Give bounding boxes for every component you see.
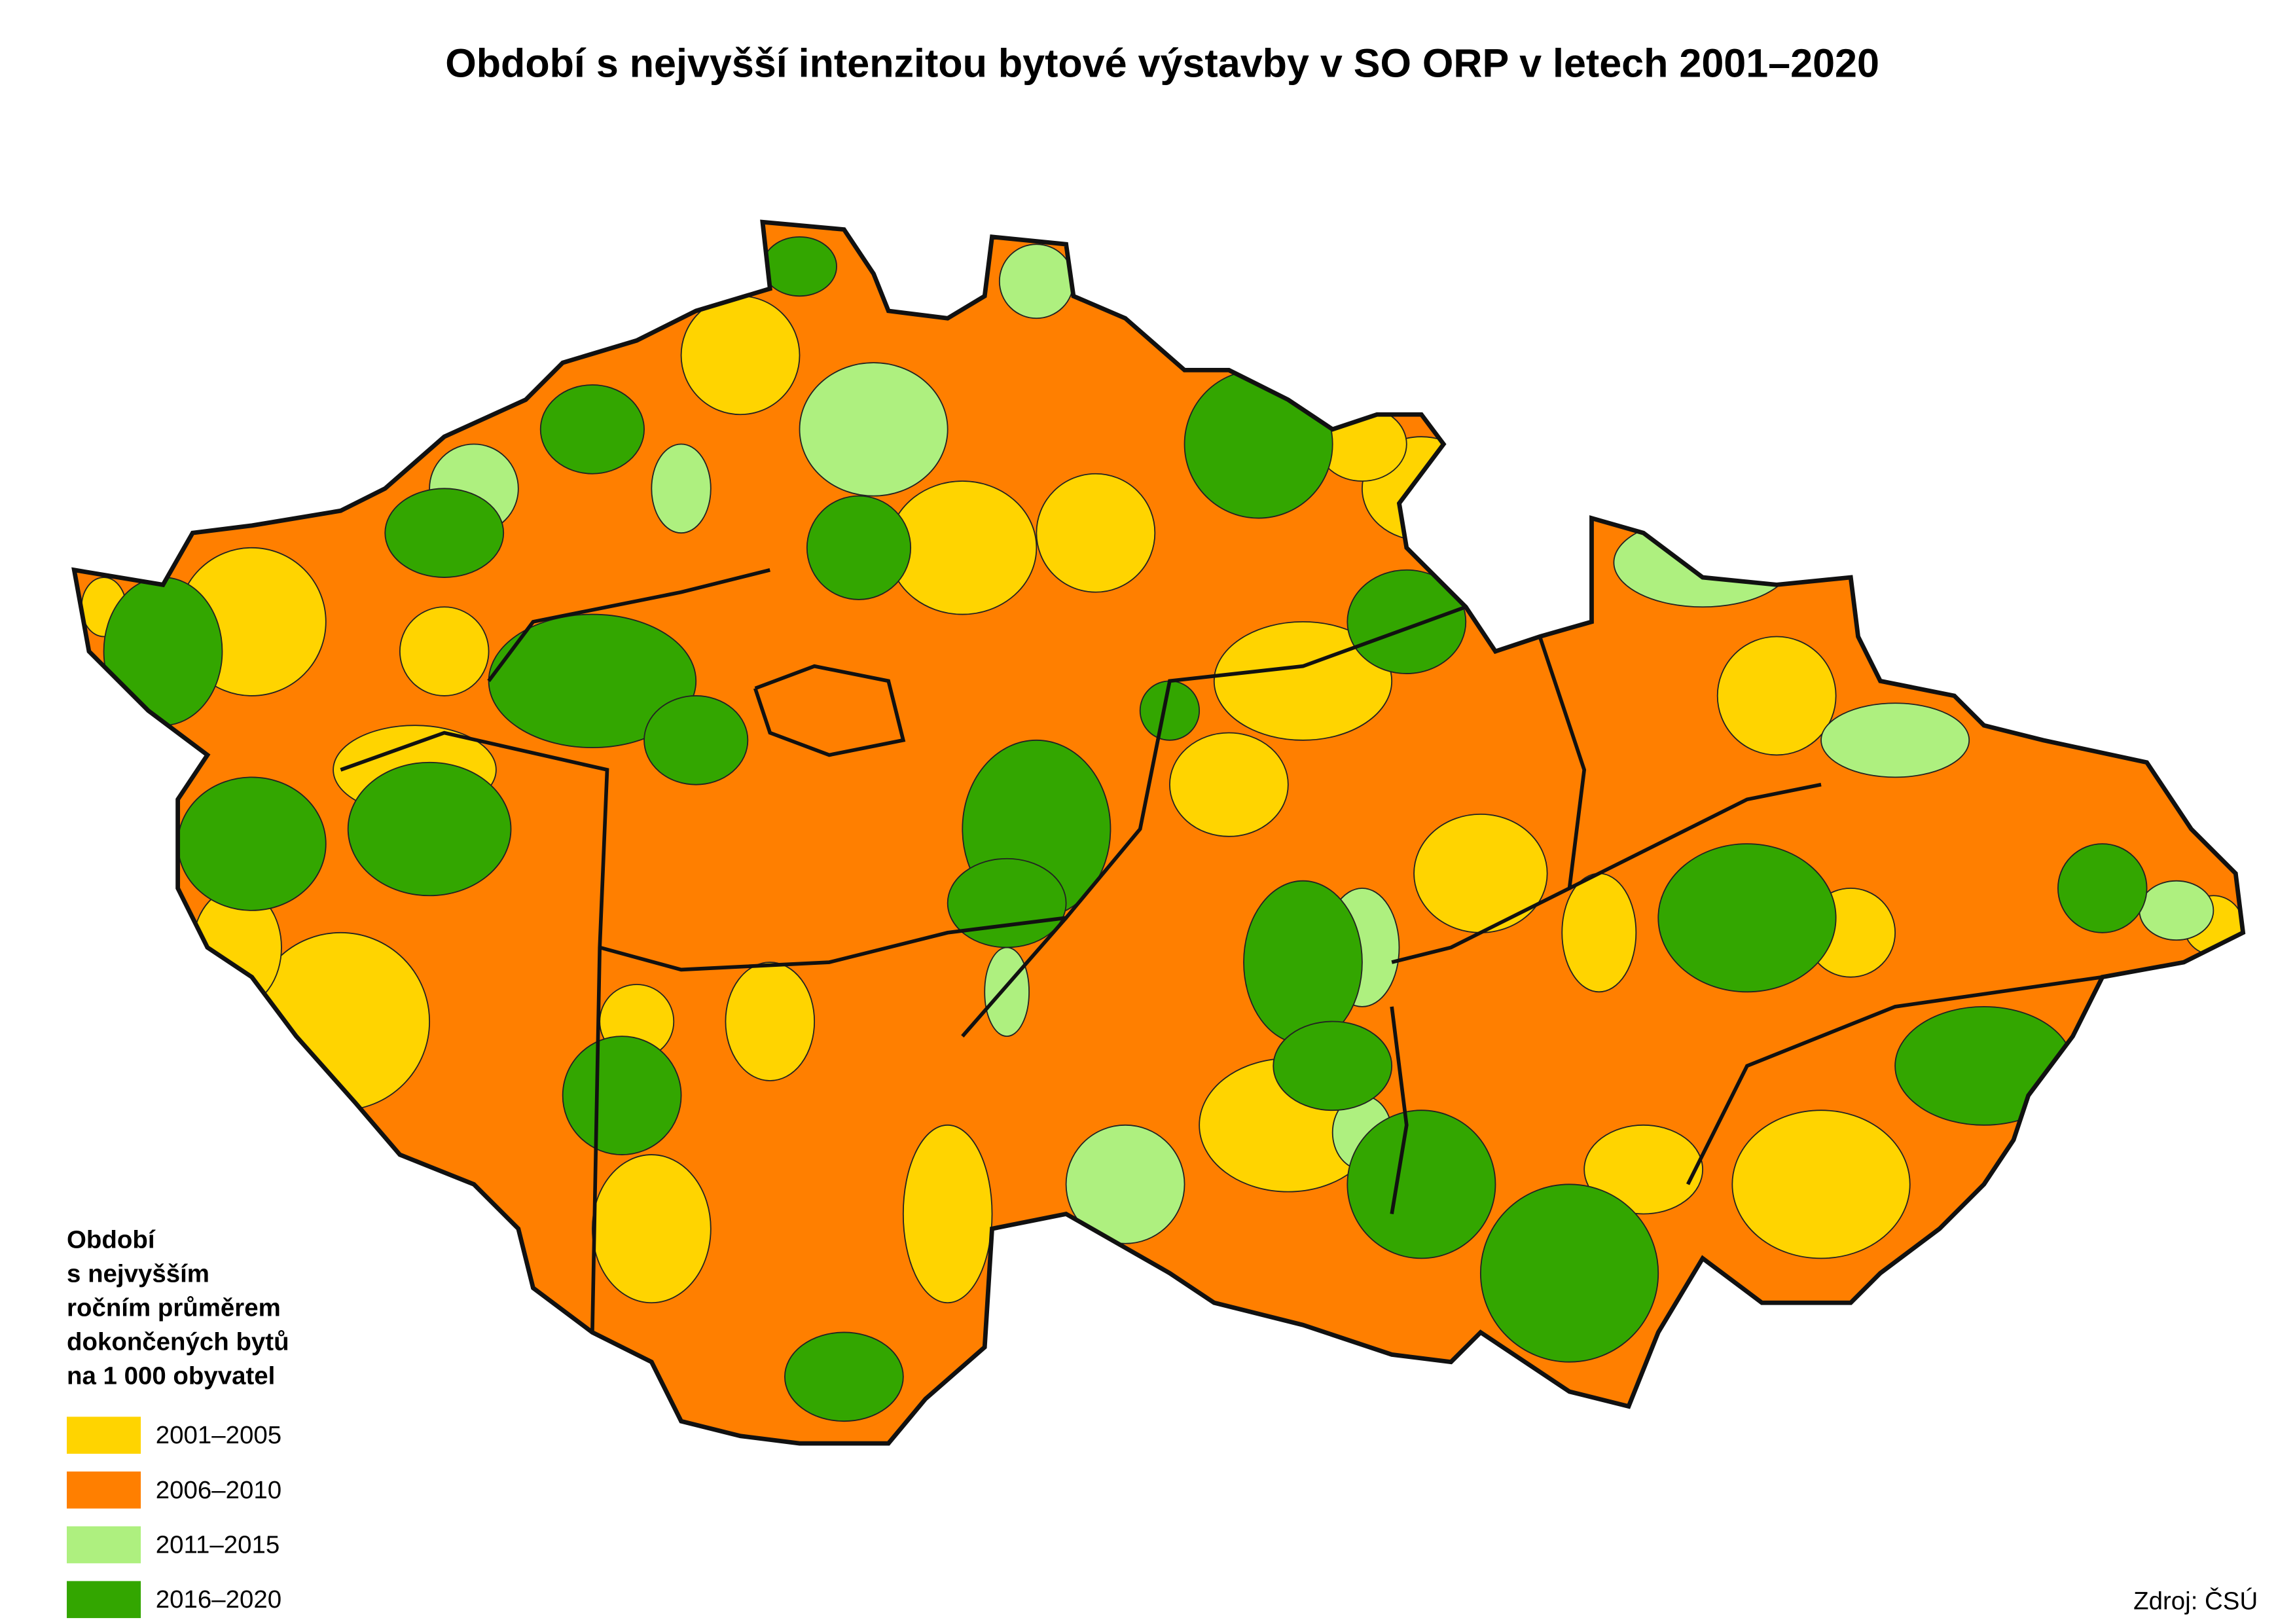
district — [784, 1331, 904, 1422]
district — [347, 761, 512, 897]
district — [1894, 1005, 2074, 1126]
district — [399, 606, 490, 696]
region-border — [340, 731, 609, 1333]
district — [1036, 473, 1156, 593]
district — [998, 244, 1074, 319]
district — [1243, 880, 1363, 1045]
district — [1583, 1124, 1704, 1215]
district — [643, 695, 749, 785]
legend-swatch — [67, 1416, 141, 1454]
district — [591, 1154, 712, 1304]
district — [562, 1036, 682, 1155]
district — [1561, 873, 1637, 993]
district — [1346, 569, 1467, 674]
region-border — [1686, 975, 2103, 1185]
district — [984, 947, 1030, 1038]
legend-swatch — [67, 1526, 141, 1564]
district — [1479, 1183, 1659, 1363]
district — [384, 488, 505, 578]
legend-title: s nejvyšším — [67, 1260, 209, 1288]
district — [947, 857, 1067, 948]
region-borders — [340, 568, 2103, 1333]
district — [1716, 636, 1837, 756]
district — [1413, 813, 1548, 933]
district — [762, 236, 837, 297]
legend-title: na 1 000 obyvatel — [67, 1362, 275, 1390]
district — [799, 362, 949, 497]
map-title: Období s nejvyšší intenzitou bytové výst… — [445, 41, 1879, 86]
district — [902, 1124, 993, 1304]
legend: Období s nejvyšším ročním průměrem dokon… — [67, 1226, 289, 1618]
region-border — [753, 664, 906, 757]
district — [806, 495, 912, 600]
region-border — [487, 568, 770, 683]
legend-swatch — [67, 1581, 141, 1618]
district — [177, 776, 327, 911]
district — [539, 384, 645, 475]
district — [2057, 843, 2148, 933]
region-border — [961, 916, 1068, 1038]
district — [1657, 843, 1837, 993]
source: Zdroj: ČSÚ — [2133, 1586, 2258, 1615]
district — [1273, 1020, 1393, 1111]
legend-label: 2011–2015 — [156, 1530, 280, 1559]
legend-label: 2001–2005 — [156, 1421, 281, 1449]
district — [488, 613, 697, 749]
legend-swatch — [67, 1471, 141, 1509]
region-border — [1568, 782, 1822, 890]
district — [1731, 1110, 1911, 1259]
legend-title: dokončených bytů — [67, 1328, 289, 1356]
district — [1346, 1110, 1496, 1259]
district — [725, 962, 816, 1081]
district — [1820, 702, 1970, 778]
district — [680, 295, 801, 416]
district — [1065, 1124, 1185, 1244]
district — [651, 443, 712, 534]
district — [2139, 880, 2214, 941]
district — [1184, 369, 1333, 519]
district — [103, 577, 223, 727]
legend-items: 2001–2005 2006–2010 2011–2015 2016–2020 — [67, 1416, 281, 1618]
district — [1169, 732, 1289, 837]
legend-label: 2016–2020 — [156, 1585, 281, 1614]
legend-title: ročním průměrem — [67, 1294, 281, 1322]
legend-title: Období — [67, 1226, 156, 1254]
region-border — [1390, 1006, 1409, 1214]
legend-label: 2006–2010 — [156, 1476, 281, 1504]
